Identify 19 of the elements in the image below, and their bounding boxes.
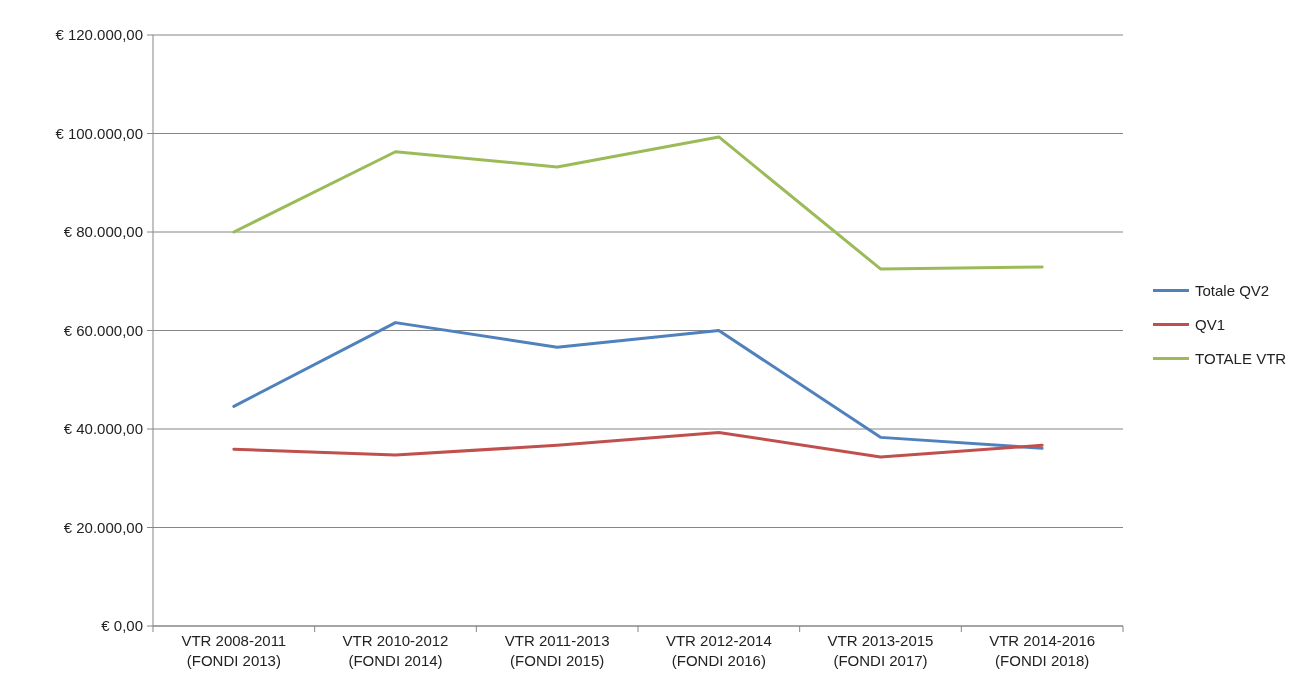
y-tick-label: € 80.000,00 (63, 223, 143, 241)
line-series (232, 321, 1044, 450)
x-tick-label: VTR 2008-2011 (FONDI 2013) (181, 632, 287, 669)
line-series (232, 430, 1044, 459)
x-tick-label: VTR 2012-2014 (FONDI 2016) (665, 632, 772, 669)
line-series (232, 135, 1044, 271)
legend-label: QV1 (1195, 315, 1226, 333)
y-tick-label: € 120.000,00 (55, 26, 143, 44)
x-tick-label: VTR 2014-2016 (FONDI 2018) (989, 632, 1096, 669)
legend-label: TOTALE VTR (1195, 349, 1287, 367)
y-tick-label: € 100.000,00 (55, 124, 143, 142)
y-tick-label: € 0,00 (101, 617, 143, 635)
x-tick-label: VTR 2010-2012 (FONDI 2014) (342, 632, 449, 669)
x-tick-label: VTR 2011-2013 (FONDI 2015) (504, 632, 610, 669)
x-tick-label: VTR 2013-2015 (FONDI 2017) (827, 632, 934, 669)
y-tick-label: € 20.000,00 (63, 518, 143, 536)
legend-label: Totale QV2 (1195, 281, 1270, 299)
y-tick-label: € 40.000,00 (63, 420, 143, 438)
y-tick-label: € 60.000,00 (63, 321, 143, 339)
